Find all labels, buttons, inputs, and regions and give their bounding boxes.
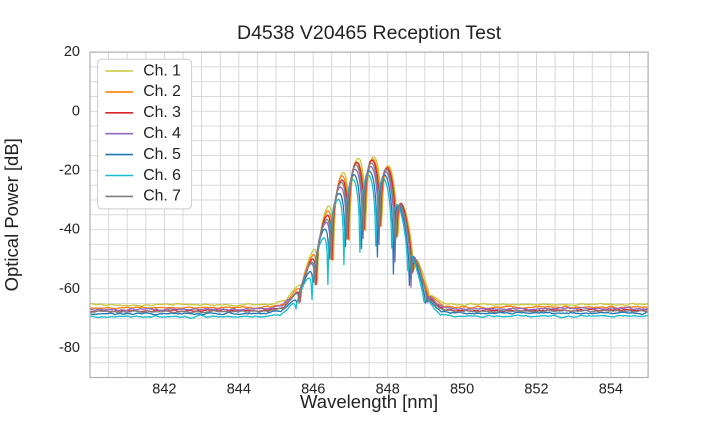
svg-text:854: 854	[599, 382, 623, 398]
svg-text:Ch. 4: Ch. 4	[143, 125, 181, 142]
svg-text:20: 20	[64, 44, 80, 60]
svg-text:842: 842	[152, 382, 176, 398]
svg-text:Ch. 5: Ch. 5	[143, 146, 181, 163]
svg-text:Wavelength [nm]: Wavelength [nm]	[300, 391, 438, 412]
svg-text:Ch. 2: Ch. 2	[143, 83, 181, 100]
svg-text:0: 0	[72, 103, 80, 119]
svg-text:852: 852	[524, 382, 548, 398]
svg-text:-20: -20	[59, 162, 80, 178]
svg-text:Ch. 1: Ch. 1	[143, 62, 181, 79]
svg-text:-80: -80	[59, 340, 80, 356]
svg-text:Optical Power [dB]: Optical Power [dB]	[1, 138, 22, 291]
svg-text:D4538 V20465 Reception Test: D4538 V20465 Reception Test	[237, 22, 502, 44]
svg-text:-60: -60	[59, 281, 80, 297]
svg-text:844: 844	[227, 382, 251, 398]
svg-text:Ch. 6: Ch. 6	[143, 167, 181, 184]
svg-text:Ch. 7: Ch. 7	[143, 188, 181, 205]
svg-text:-40: -40	[59, 222, 80, 238]
svg-text:Ch. 3: Ch. 3	[143, 104, 181, 121]
svg-text:850: 850	[450, 382, 474, 398]
